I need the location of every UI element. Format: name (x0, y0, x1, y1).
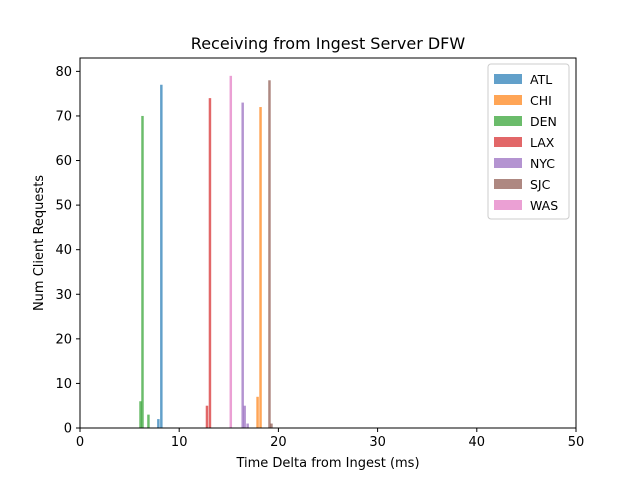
legend-swatch-chi (494, 95, 522, 105)
bar-chi (259, 107, 262, 429)
legend-label-sjc: SJC (530, 177, 551, 192)
y-tick-label: 20 (55, 332, 72, 347)
bars-group (139, 75, 273, 429)
y-tick-label: 10 (55, 377, 72, 392)
y-tick-label: 40 (55, 243, 72, 258)
plot-frame (79, 57, 577, 429)
legend-swatch-sjc (494, 179, 522, 189)
x-tick-label: 30 (369, 435, 386, 450)
legend-label-atl: ATL (530, 72, 552, 87)
legend-label-chi: CHI (530, 93, 552, 108)
bar-den (147, 414, 150, 428)
x-tick-label: 10 (171, 435, 188, 450)
bar-chi (256, 396, 259, 428)
legend-label-was: WAS (530, 198, 558, 213)
x-tick-label: 20 (270, 435, 287, 450)
x-tick-label: 40 (469, 435, 486, 450)
legend-swatch-atl (494, 74, 522, 84)
bar-nyc (243, 405, 246, 428)
bar-den (141, 115, 144, 428)
axis-ticks: 0 10 20 30 40 50 0 10 20 30 40 50 60 70 80 (55, 65, 584, 450)
bar-den (139, 401, 142, 428)
x-tick-label: 50 (568, 435, 585, 450)
bar-nyc (246, 423, 249, 428)
y-axis-label: Num Client Requests (32, 175, 47, 311)
bar-lax (205, 405, 209, 428)
chart-title: Receiving from Ingest Server DFW (191, 34, 466, 53)
bar-lax (208, 98, 212, 428)
legend-swatch-lax (494, 137, 522, 147)
legend-swatch-nyc (494, 158, 522, 168)
legend: ATL CHI DEN LAX NYC SJC WAS (487, 63, 570, 220)
y-tick-label: 50 (55, 199, 72, 214)
legend-label-nyc: NYC (530, 156, 555, 171)
legend-label-den: DEN (530, 114, 557, 129)
y-tick-label: 80 (55, 65, 72, 80)
bar-atl (160, 84, 163, 429)
bar-sjc (270, 423, 273, 428)
x-axis-label: Time Delta from Ingest (ms) (235, 456, 419, 471)
x-tick-label: 0 (76, 435, 84, 450)
y-tick-label: 70 (55, 109, 72, 124)
bar-sjc (268, 80, 271, 428)
y-tick-label: 0 (64, 422, 72, 437)
y-tick-label: 30 (55, 288, 72, 303)
bar-nyc (241, 102, 244, 429)
legend-label-lax: LAX (530, 135, 555, 150)
bar-atl (157, 419, 160, 428)
legend-swatch-den (494, 116, 522, 126)
legend-swatch-was (494, 200, 522, 210)
y-tick-label: 60 (55, 154, 72, 169)
bar-was (229, 75, 233, 428)
